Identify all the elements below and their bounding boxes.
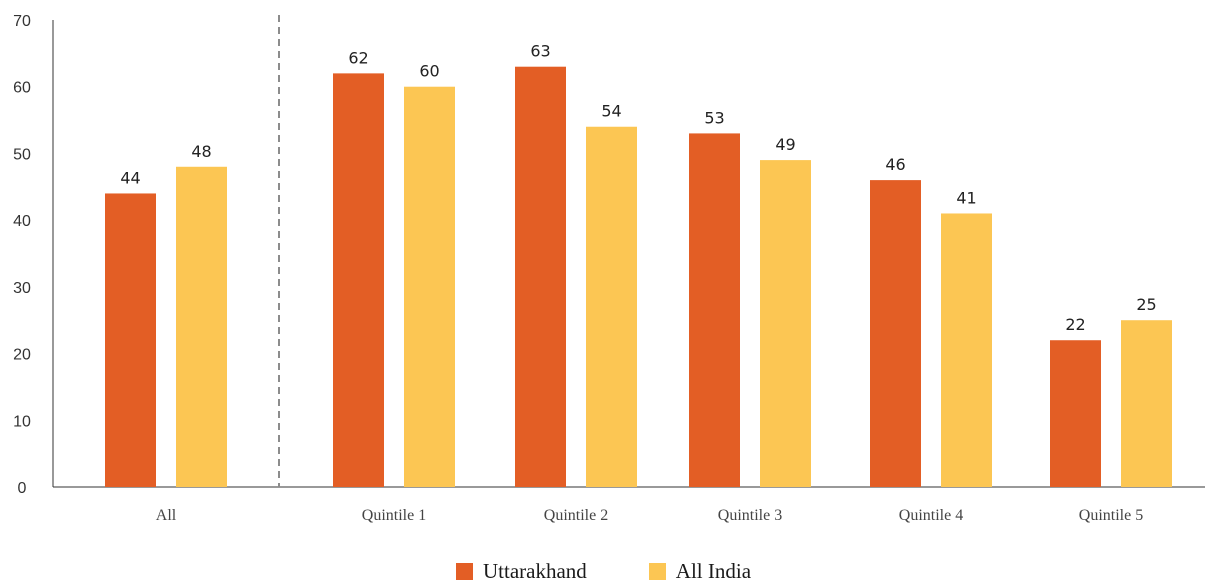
- legend-label-all-india: All India: [675, 559, 752, 583]
- data-label: 41: [956, 188, 976, 207]
- bar: [586, 126, 637, 487]
- data-label: 62: [348, 48, 368, 67]
- legend-label-uttarakhand: Uttarakhand: [482, 559, 587, 583]
- data-label: 48: [191, 142, 211, 161]
- bar: [176, 166, 227, 487]
- y-tick-labels: 0 10 20 30 40 50 60 70: [13, 13, 31, 497]
- legend-item-uttarakhand: Uttarakhand: [455, 559, 587, 583]
- data-label: 44: [120, 168, 140, 187]
- y-tick-label: 20: [13, 347, 31, 364]
- y-tick-label: 30: [13, 280, 31, 297]
- y-tick-label: 40: [13, 213, 31, 230]
- data-label: 25: [1136, 295, 1156, 314]
- bar-chart: 0 10 20 30 40 50 60 70 44 48 62 60 63 54 53 49 46 41 22 25…: [13, 13, 1205, 524]
- x-category-label: Quintile 4: [899, 507, 963, 524]
- y-tick-label: 70: [13, 13, 31, 30]
- data-label: 49: [775, 135, 795, 154]
- legend-swatch-uttarakhand: [455, 562, 473, 580]
- bar: [404, 86, 455, 487]
- x-category-label: Quintile 1: [362, 507, 426, 524]
- x-category-label: Quintile 5: [1079, 507, 1143, 524]
- bar: [333, 73, 384, 487]
- x-category-label: Quintile 2: [544, 507, 608, 524]
- bar: [941, 213, 992, 487]
- bar: [515, 66, 566, 487]
- x-category-label: Quintile 3: [718, 507, 782, 524]
- data-label: 54: [601, 102, 621, 121]
- bar: [689, 133, 740, 487]
- bar: [105, 193, 156, 487]
- data-label: 22: [1065, 315, 1085, 334]
- y-tick-label: 0: [18, 480, 27, 497]
- legend: Uttarakhand All India: [0, 560, 1207, 582]
- bar: [1121, 320, 1172, 487]
- data-labels: 44 48 62 60 63 54 53 49 46 41 22 25: [120, 42, 1156, 335]
- bars: [105, 66, 1172, 487]
- y-tick-label: 50: [13, 146, 31, 163]
- legend-swatch-all-india: [648, 562, 666, 580]
- category-labels: All Quintile 1 Quintile 2 Quintile 3 Quintil…: [156, 507, 1143, 524]
- x-category-label: All: [156, 507, 177, 524]
- data-label: 46: [885, 155, 905, 174]
- data-label: 63: [530, 42, 550, 61]
- data-label: 53: [704, 108, 724, 127]
- bar: [1050, 340, 1101, 487]
- legend-item-all-india: All India: [648, 559, 752, 583]
- bar: [760, 160, 811, 487]
- data-label: 60: [419, 62, 439, 81]
- y-tick-label: 10: [13, 413, 31, 430]
- y-tick-label: 60: [13, 80, 31, 97]
- bar: [870, 180, 921, 487]
